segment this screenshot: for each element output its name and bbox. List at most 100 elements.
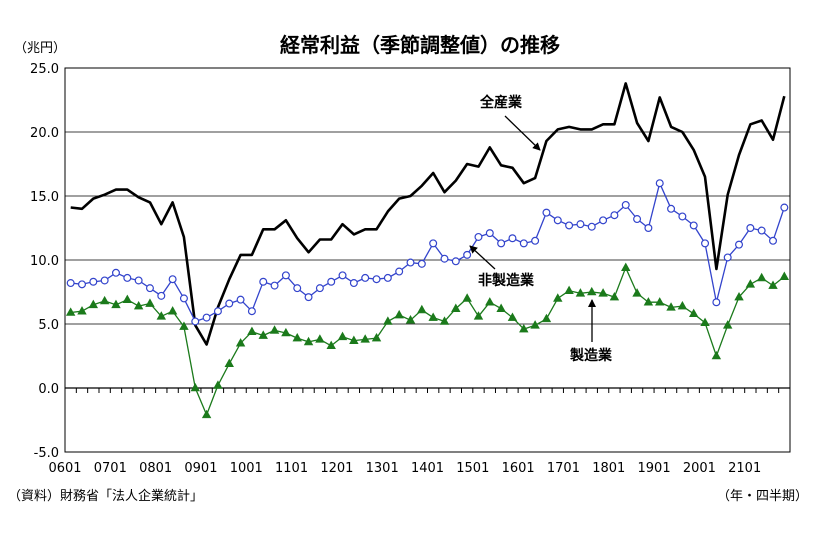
x-tick-label: 1401 [411, 461, 444, 476]
data-point [462, 293, 472, 302]
y-tick-label: 25.0 [30, 62, 59, 77]
data-point [474, 232, 483, 241]
data-point [451, 303, 461, 312]
data-point [621, 200, 630, 209]
data-point [621, 262, 631, 271]
data-point [156, 311, 167, 320]
data-point [429, 239, 438, 248]
data-point [191, 317, 200, 326]
data-point [769, 236, 778, 245]
annotation-label-manufacturing: 製造業 [569, 347, 613, 364]
annotation-layer: 全産業 非製造業 製造業 [469, 94, 613, 364]
series-line-0 [70, 82, 786, 346]
data-point [168, 275, 177, 284]
data-point [303, 336, 314, 346]
data-point [383, 273, 392, 282]
data-point [508, 234, 517, 243]
data-point [327, 277, 336, 286]
data-point [337, 331, 348, 341]
y-tick-label: 0.0 [38, 382, 59, 397]
data-point [734, 292, 744, 301]
data-point [507, 312, 518, 321]
data-point [89, 277, 98, 286]
data-point [383, 316, 393, 325]
data-point [519, 324, 529, 333]
data-point [553, 293, 563, 302]
data-point [338, 271, 347, 280]
data-point [485, 229, 494, 238]
data-point [610, 211, 619, 220]
data-point [99, 295, 110, 305]
data-point [349, 279, 358, 288]
data-point [712, 298, 721, 307]
data-point [111, 299, 121, 309]
data-point [247, 326, 257, 335]
data-point [485, 297, 495, 306]
x-tick-label: 1101 [275, 461, 308, 476]
data-point [65, 307, 76, 316]
x-tick-label: 1601 [502, 461, 535, 476]
data-point [293, 284, 302, 293]
data-point [202, 313, 211, 322]
data-point [269, 325, 280, 334]
data-point [688, 308, 699, 318]
data-point [371, 332, 382, 342]
data-point [655, 297, 665, 306]
data-point [372, 275, 381, 284]
data-point [722, 320, 733, 329]
x-tick-label: 1301 [366, 461, 399, 476]
data-point [213, 307, 222, 316]
data-point [77, 280, 86, 289]
data-point [417, 259, 426, 268]
data-point [235, 338, 246, 347]
data-point [213, 380, 223, 389]
data-point [632, 288, 642, 297]
data-point [779, 271, 790, 280]
data-point [406, 258, 415, 267]
data-point [270, 281, 279, 290]
data-point [598, 288, 608, 297]
x-tick-label: 0601 [48, 461, 81, 476]
x-tick-label: 1801 [592, 461, 625, 476]
data-point [157, 291, 166, 300]
data-point [496, 303, 506, 312]
data-point [609, 292, 620, 301]
data-point [395, 267, 404, 276]
annotation-label-all-industries: 全産業 [479, 94, 523, 111]
y-tick-label: 10.0 [30, 254, 59, 269]
data-point [259, 277, 268, 286]
data-point [145, 298, 155, 307]
data-point [122, 294, 133, 303]
data-point [258, 330, 268, 339]
data-point [281, 271, 290, 280]
data-point [190, 382, 200, 392]
y-unit-label: （兆円） [14, 41, 66, 56]
data-point [111, 268, 120, 277]
series-layer [65, 82, 790, 419]
grid-layer [64, 67, 791, 453]
data-point [497, 239, 506, 248]
data-point [428, 312, 438, 321]
data-point [66, 279, 75, 288]
data-point [745, 279, 756, 288]
y-tick-label: 20.0 [30, 126, 59, 141]
data-point [224, 358, 234, 367]
data-point [565, 221, 574, 230]
data-point [689, 221, 698, 230]
data-point [281, 327, 291, 337]
data-point [575, 288, 586, 297]
data-point [553, 216, 562, 225]
data-point [167, 306, 178, 315]
data-point [315, 284, 324, 293]
series-line-1 [70, 182, 785, 323]
data-point [519, 239, 528, 248]
data-point [417, 304, 427, 314]
data-point [542, 208, 551, 217]
data-point [576, 220, 585, 229]
data-point [361, 273, 370, 282]
data-point [530, 320, 540, 329]
chart-title: 経常利益（季節調整値）の推移 [280, 33, 560, 57]
x-tick-label: 1501 [456, 461, 489, 476]
